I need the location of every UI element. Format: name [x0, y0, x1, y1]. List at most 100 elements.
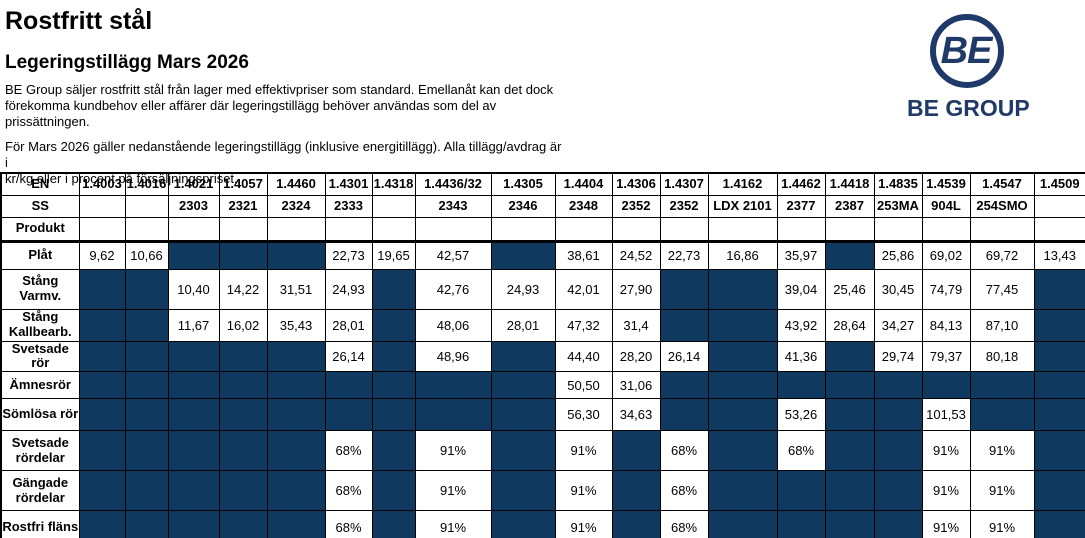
value-cell: 41,36: [776, 340, 826, 373]
empty-cell: [776, 216, 826, 243]
dark-cell: [659, 308, 709, 342]
value-cell: 91%: [554, 430, 613, 472]
row-label: Svetsade rör: [0, 340, 80, 373]
column-header-en: 1.4306: [611, 172, 661, 196]
value-cell: 31,4: [611, 308, 661, 342]
column-header-ss: [371, 194, 416, 218]
value-cell: 25,86: [873, 240, 923, 270]
dark-cell: [266, 240, 326, 270]
row-label: Rostfri fläns: [0, 510, 80, 538]
dark-cell: [1033, 470, 1085, 512]
dark-cell: [124, 430, 169, 472]
value-cell: 10,40: [167, 268, 220, 310]
column-header-ss: LDX 2101: [707, 194, 778, 218]
dark-cell: [969, 371, 1035, 400]
column-header-en: 1.4539: [921, 172, 971, 196]
value-cell: 91%: [921, 470, 971, 512]
column-header-ss: 254SMO: [969, 194, 1035, 218]
value-cell: 28,01: [324, 308, 373, 342]
column-header-ss: 2343: [414, 194, 492, 218]
dark-cell: [78, 510, 126, 538]
row-label: Ämnesrör: [0, 371, 80, 400]
value-cell: 79,37: [921, 340, 971, 373]
dark-cell: [873, 398, 923, 432]
column-header-en: 1.4305: [490, 172, 556, 196]
value-cell: 35,97: [776, 240, 826, 270]
dark-cell: [824, 398, 875, 432]
value-cell: 91%: [414, 510, 492, 538]
dark-cell: [824, 371, 875, 400]
dark-cell: [873, 470, 923, 512]
dark-cell: [824, 240, 875, 270]
be-logo-monogram: BE: [940, 29, 993, 72]
dark-cell: [490, 371, 556, 400]
value-cell: 24,52: [611, 240, 661, 270]
value-cell: 48,06: [414, 308, 492, 342]
value-cell: 68%: [659, 430, 709, 472]
empty-cell: [124, 216, 169, 243]
dark-cell: [824, 510, 875, 538]
empty-cell: [824, 216, 875, 243]
dark-cell: [707, 510, 778, 538]
dark-cell: [371, 371, 416, 400]
dark-cell: [78, 470, 126, 512]
table-row: Sömlösa rör 56,30 34,63 53,26 101,53: [0, 398, 1085, 432]
value-cell: 69,72: [969, 240, 1035, 270]
value-cell: 27,90: [611, 268, 661, 310]
dark-cell: [824, 340, 875, 373]
dark-cell: [218, 470, 268, 512]
empty-cell: [707, 216, 778, 243]
value-cell: 29,74: [873, 340, 923, 373]
value-cell: 74,79: [921, 268, 971, 310]
dark-cell: [266, 398, 326, 432]
value-cell: 68%: [659, 510, 709, 538]
column-header-en: 1.4418: [824, 172, 875, 196]
dark-cell: [707, 308, 778, 342]
intro-paragraph-1: BE Group säljer rostfritt stål från lage…: [5, 82, 554, 129]
dark-cell: [969, 398, 1035, 432]
dark-cell: [707, 398, 778, 432]
column-header-en: 1.4307: [659, 172, 709, 196]
row-label: Sömlösa rör: [0, 398, 80, 432]
ss-row-label: SS: [0, 194, 80, 218]
dark-cell: [78, 430, 126, 472]
dark-cell: [167, 340, 220, 373]
column-header-ss: 2352: [659, 194, 709, 218]
dark-cell: [414, 398, 492, 432]
value-cell: 28,64: [824, 308, 875, 342]
empty-cell: [266, 216, 326, 243]
dark-cell: [218, 510, 268, 538]
column-header-ss: [124, 194, 169, 218]
value-cell: 91%: [921, 430, 971, 472]
value-cell: 14,22: [218, 268, 268, 310]
dark-cell: [776, 371, 826, 400]
value-cell: 34,63: [611, 398, 661, 432]
column-header-en: 1.4547: [969, 172, 1035, 196]
dark-cell: [921, 371, 971, 400]
empty-cell: [659, 216, 709, 243]
dark-cell: [124, 470, 169, 512]
be-group-logo: BE BE GROUP: [907, 14, 1030, 122]
table-row: Svetsade rör 26,14 48,96 44,40 28,20 26,14 41,…: [0, 340, 1085, 373]
dark-cell: [873, 510, 923, 538]
value-cell: 35,43: [266, 308, 326, 342]
dark-cell: [490, 340, 556, 373]
value-cell: 48,96: [414, 340, 492, 373]
value-cell: 19,65: [371, 240, 416, 270]
row-label: Plåt: [0, 240, 80, 270]
empty-cell: [371, 216, 416, 243]
title-block: Rostfritt stål Legeringstillägg Mars 202…: [0, 0, 565, 196]
dark-cell: [490, 430, 556, 472]
page-header: Rostfritt stål Legeringstillägg Mars 202…: [0, 0, 1085, 186]
table-row: Ämnesrör 50,50 31,06: [0, 371, 1085, 400]
produkt-row-label: Produkt: [0, 216, 80, 243]
value-cell: 91%: [414, 470, 492, 512]
value-cell: 53,26: [776, 398, 826, 432]
dark-cell: [167, 470, 220, 512]
value-cell: 42,01: [554, 268, 613, 310]
column-header-ss: 2324: [266, 194, 326, 218]
value-cell: 77,45: [969, 268, 1035, 310]
dark-cell: [218, 240, 268, 270]
dark-cell: [124, 308, 169, 342]
value-cell: 42,57: [414, 240, 492, 270]
